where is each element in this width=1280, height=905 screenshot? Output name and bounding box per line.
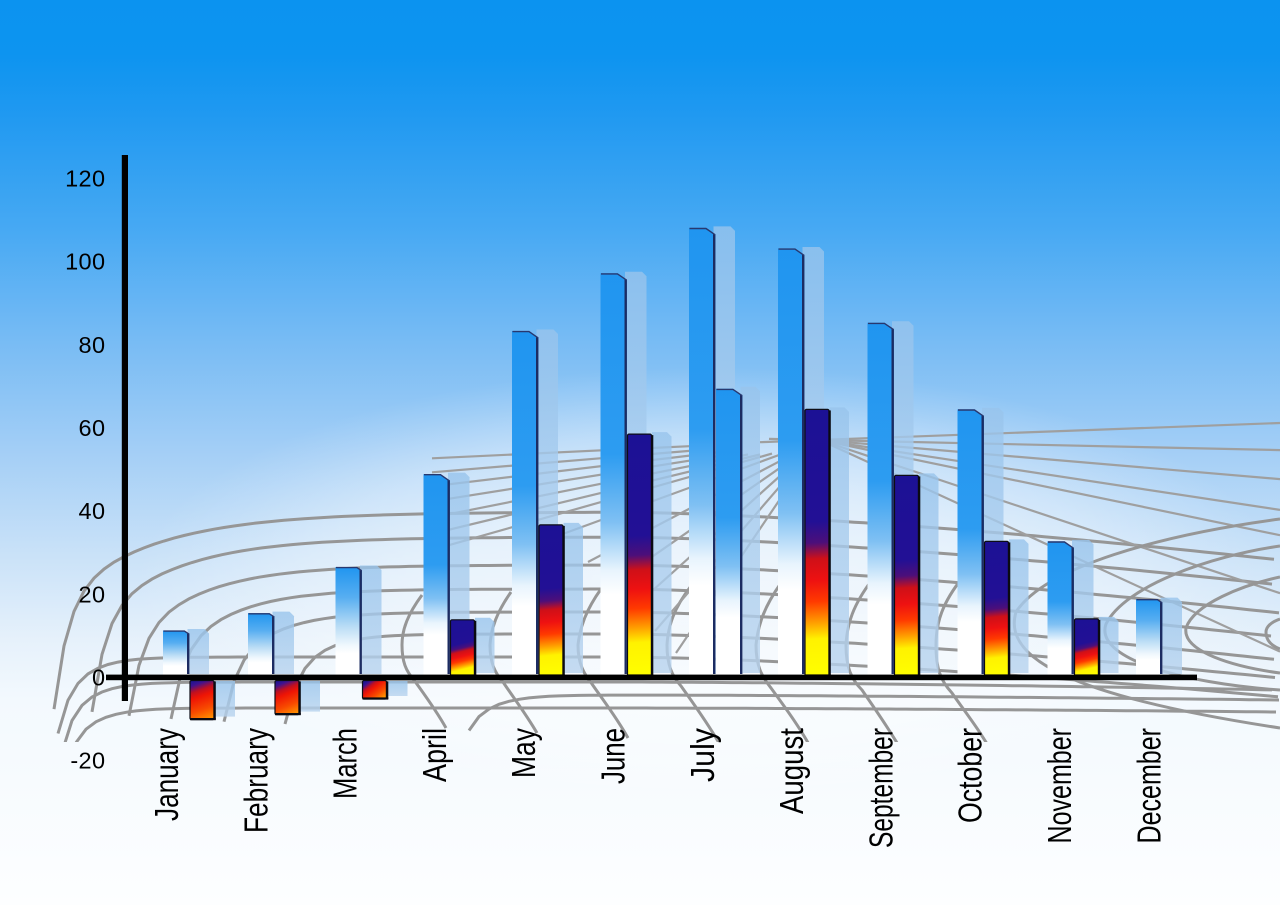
svg-text:March: March [327, 728, 364, 799]
svg-text:May: May [505, 728, 542, 778]
svg-text:December: December [1130, 728, 1167, 844]
svg-text:February: February [237, 728, 274, 833]
svg-text:100: 100 [65, 249, 105, 275]
svg-text:June: June [595, 728, 632, 784]
svg-text:20: 20 [79, 581, 106, 607]
svg-text:September: September [862, 728, 899, 848]
svg-text:120: 120 [65, 166, 105, 192]
svg-text:November: November [1041, 728, 1078, 844]
svg-text:80: 80 [79, 332, 106, 358]
svg-text:October: October [952, 728, 989, 823]
svg-text:60: 60 [79, 415, 106, 441]
svg-text:0: 0 [92, 665, 105, 691]
svg-text:April: April [416, 728, 453, 782]
svg-text:40: 40 [79, 498, 106, 524]
svg-text:July: July [684, 728, 721, 782]
svg-text:August: August [773, 728, 810, 814]
svg-text:-20: -20 [70, 748, 105, 774]
svg-text:January: January [148, 728, 185, 821]
